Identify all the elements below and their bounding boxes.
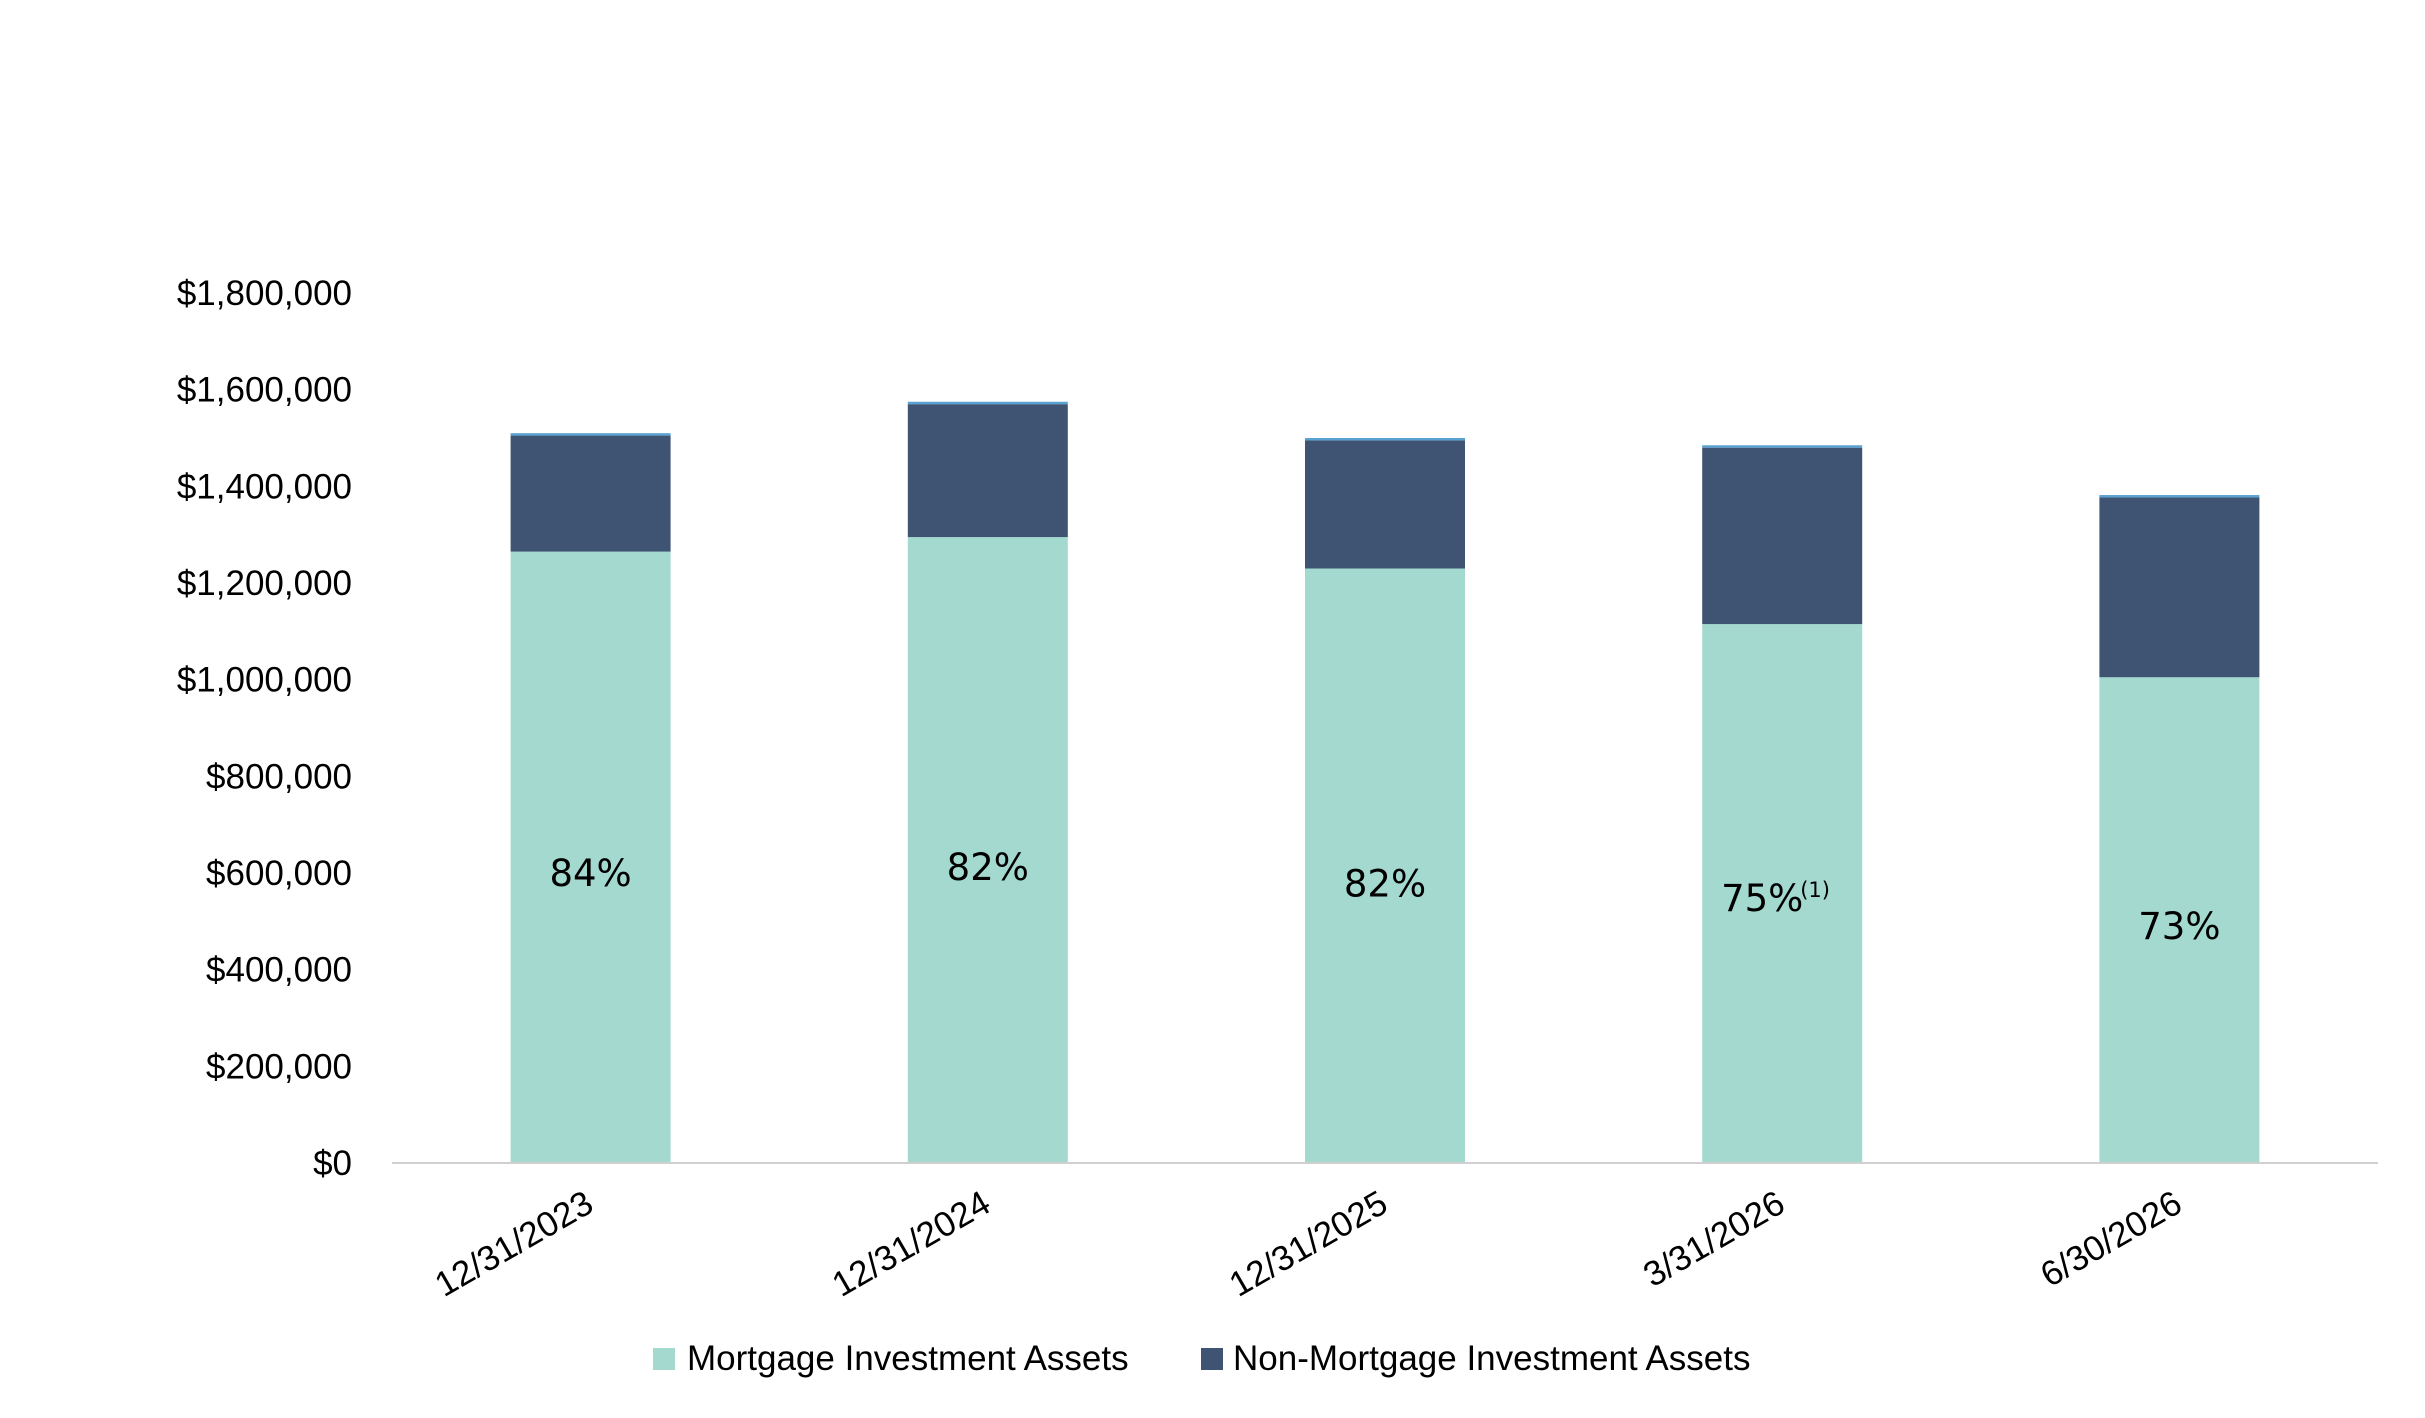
bar-segment-non-mortgage bbox=[907, 404, 1068, 538]
y-tick-label: $1,800,000 bbox=[177, 274, 352, 313]
bar-segment-top bbox=[1702, 445, 1863, 448]
bars bbox=[510, 401, 2260, 1163]
data-label-percent: 82% bbox=[1344, 863, 1426, 906]
legend-swatch-non-mortgage bbox=[1201, 1348, 1223, 1370]
x-tick-label: 12/31/2023 bbox=[428, 1183, 599, 1304]
bar-segment-non-mortgage bbox=[2099, 497, 2260, 678]
y-tick-label: $1,200,000 bbox=[177, 564, 352, 603]
bar-segment-non-mortgage bbox=[510, 435, 671, 552]
bar-segment-top bbox=[510, 433, 671, 436]
y-tick-label: $800,000 bbox=[206, 757, 352, 796]
x-tick-label: 12/31/2025 bbox=[1223, 1183, 1394, 1304]
bar-segment-top bbox=[2099, 495, 2260, 498]
legend: Mortgage Investment Assets Non-Mortgage … bbox=[653, 1339, 1750, 1378]
data-label-percent: 73% bbox=[2138, 905, 2220, 948]
bar-segment-mortgage bbox=[1305, 568, 1465, 1163]
bar-segment-mortgage bbox=[907, 537, 1068, 1163]
data-label-percent: 84% bbox=[549, 852, 631, 895]
y-tick-label: $1,000,000 bbox=[177, 661, 352, 700]
bar-segment-non-mortgage bbox=[1305, 440, 1465, 569]
bar-segment-mortgage bbox=[2099, 677, 2260, 1163]
y-tick-label: $0 bbox=[313, 1144, 352, 1183]
bar-segment-mortgage bbox=[510, 551, 671, 1163]
bar-segment-non-mortgage bbox=[1702, 447, 1863, 625]
x-tick-label: 12/31/2024 bbox=[826, 1183, 997, 1304]
x-axis-ticks: 12/31/2023 12/31/2024 12/31/2025 3/31/2026 6… bbox=[428, 1183, 2188, 1304]
legend-label-non-mortgage: Non-Mortgage Investment Assets bbox=[1233, 1339, 1750, 1378]
y-tick-label: $400,000 bbox=[206, 951, 352, 990]
y-tick-label: $200,000 bbox=[206, 1047, 352, 1086]
data-labels: 84% 82% 82% 75%(1) 73% bbox=[549, 846, 2220, 948]
legend-label-mortgage: Mortgage Investment Assets bbox=[687, 1339, 1129, 1378]
data-label-footnote: (1) bbox=[1800, 878, 1830, 902]
legend-swatch-mortgage bbox=[653, 1348, 675, 1370]
y-tick-label: $1,600,000 bbox=[177, 371, 352, 410]
bar-segment-top bbox=[1305, 438, 1465, 441]
y-tick-label: $600,000 bbox=[206, 854, 352, 893]
y-tick-label: $1,400,000 bbox=[177, 467, 352, 506]
x-tick-label: 6/30/2026 bbox=[2034, 1183, 2188, 1295]
data-label-percent: 82% bbox=[947, 846, 1029, 889]
bar-segment-mortgage bbox=[1702, 624, 1863, 1163]
x-tick-label: 3/31/2026 bbox=[1637, 1183, 1791, 1295]
data-label-percent: 75% bbox=[1721, 877, 1803, 920]
bar-segment-top bbox=[907, 401, 1068, 405]
y-axis-ticks: $0 $200,000 $400,000 $600,000 $800,000 $1,000… bbox=[177, 274, 352, 1183]
